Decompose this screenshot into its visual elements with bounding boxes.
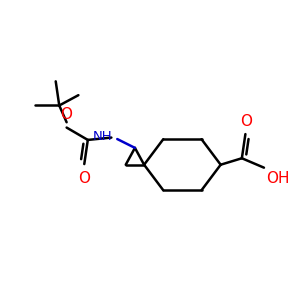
Text: O: O (78, 171, 90, 186)
Text: O: O (60, 107, 72, 122)
Text: NH: NH (93, 130, 113, 143)
Text: OH: OH (266, 171, 290, 186)
Text: O: O (240, 114, 252, 129)
